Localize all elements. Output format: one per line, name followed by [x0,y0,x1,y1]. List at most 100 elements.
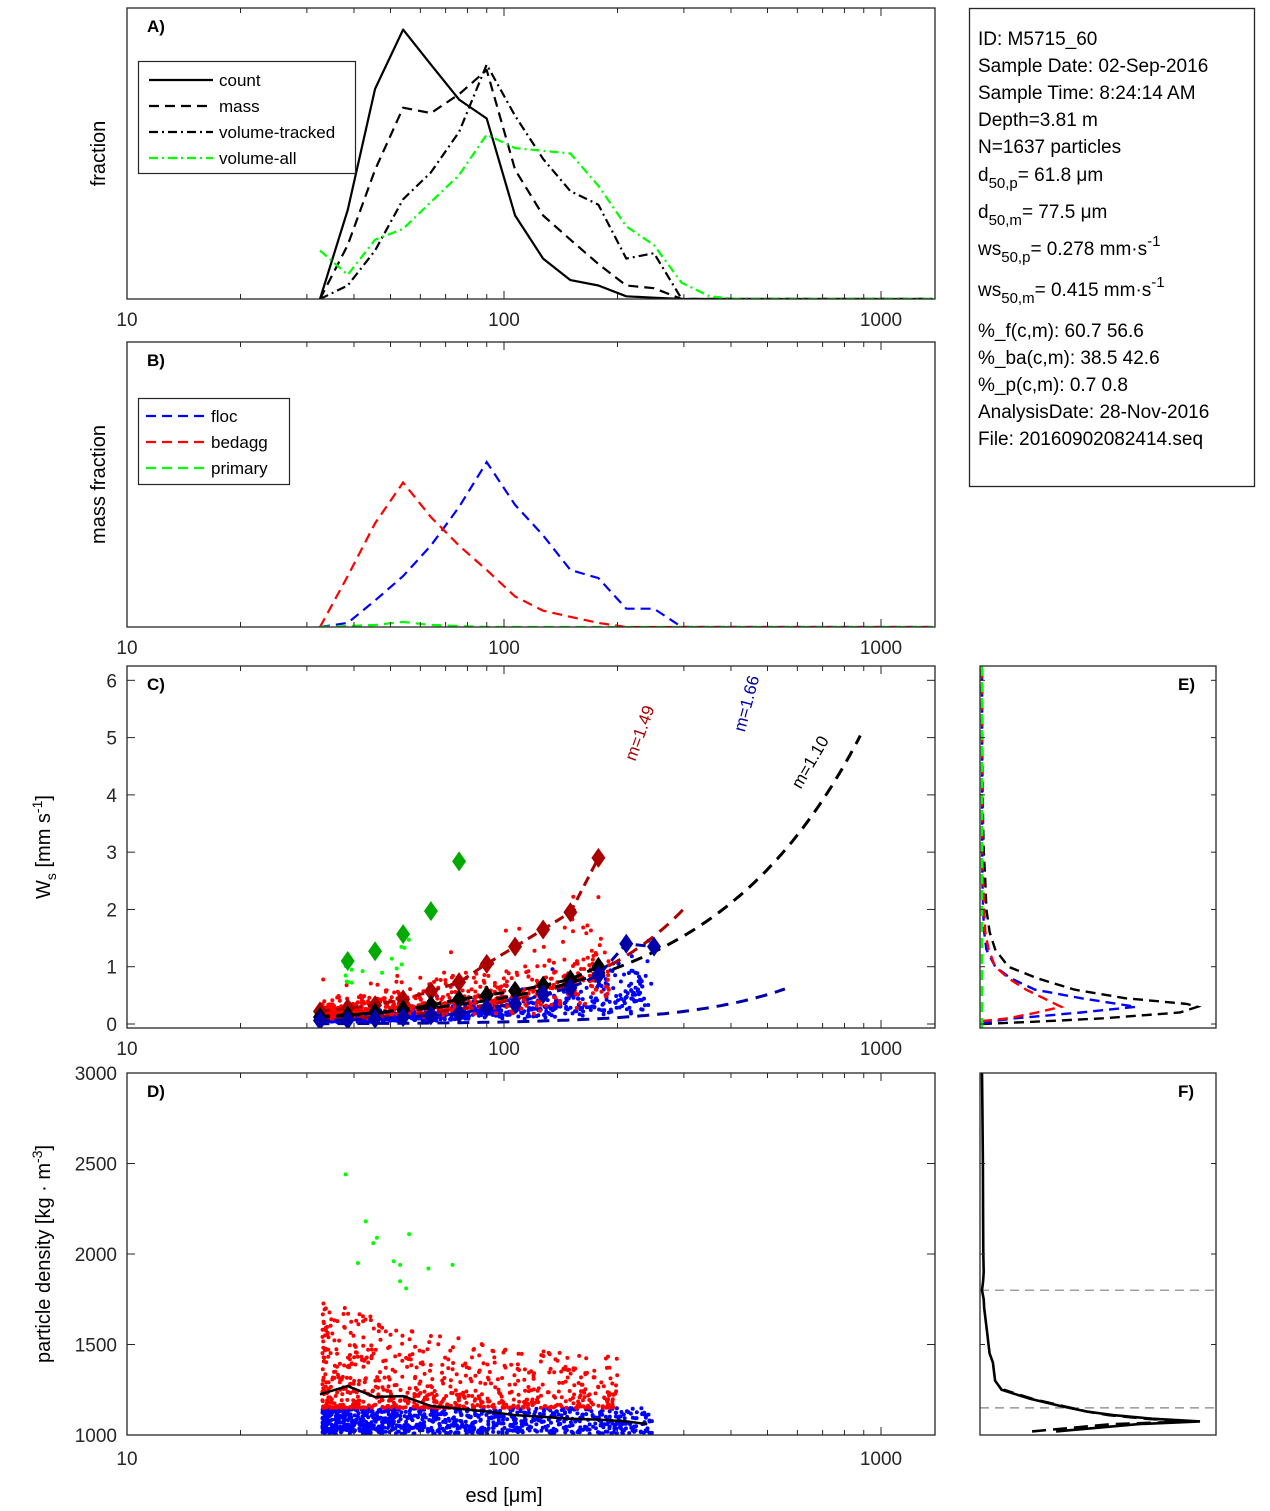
data-point [398,1417,403,1422]
data-point [466,989,471,994]
data-point [333,1405,338,1410]
bin-mean-diamond [536,919,551,940]
data-point [357,1378,362,1383]
data-point [580,1398,585,1403]
plot-area [319,460,933,627]
data-point [557,1002,562,1007]
data-point [320,1351,325,1356]
data-point [504,969,509,974]
data-point [447,995,452,1000]
data-point [351,1428,356,1433]
data-point [351,1333,356,1338]
bin-mean-diamond [396,1007,411,1028]
data-point [642,1003,647,1008]
info-subscript: 50,m [1001,290,1034,307]
bin-mean-diamond [340,950,355,971]
data-point [405,1364,410,1369]
data-point [344,983,349,988]
panel-d-particle-density: 10 100 1000 1000 1500 2000 2500 3000 D) esd [μm] p… [29,1064,936,1507]
y-tick-label: 1000 [75,1426,117,1447]
distribution-line-all [980,665,1202,1026]
data-point [442,1396,446,1401]
fit-annotation: m=1.66 [730,673,763,733]
data-point [600,1412,605,1417]
y-tick-label: 1 [106,958,117,979]
data-point [344,979,349,984]
legend-entry: primary [211,459,268,478]
data-point [607,999,612,1004]
data-point [362,1380,367,1385]
data-point [541,1354,546,1358]
data-point [524,1422,529,1427]
data-point [601,1012,606,1017]
data-point [463,1373,468,1378]
data-point [390,1417,395,1422]
data-point [570,1396,575,1400]
data-point [567,1389,572,1393]
data-point [416,1393,421,1398]
data-point [323,1372,328,1377]
data-point [427,1418,432,1422]
data-point [356,1382,361,1387]
data-point [482,980,487,985]
data-point [536,1395,540,1400]
data-point [578,1007,583,1012]
data-point [359,1001,364,1005]
data-point [380,970,385,975]
data-point [458,1380,463,1385]
data-point [321,1321,326,1326]
bin-mean-diamond [312,1010,327,1028]
data-point [382,1375,387,1380]
panel-label: E) [1178,675,1195,694]
data-point [330,1331,335,1336]
data-point [435,996,440,1001]
data-point [378,1337,383,1342]
data-point [584,985,589,990]
data-point [619,1410,624,1414]
data-point [625,991,630,996]
fit-annotation: m=1.49 [621,703,658,763]
data-point [381,1405,386,1410]
data-point [627,983,632,988]
data-point [327,1404,332,1409]
bin-mean-diamond [452,1003,467,1024]
data-point [376,1329,381,1334]
bin-mean-diamond [396,989,411,1010]
data-point [383,1365,388,1370]
data-point [366,1007,371,1012]
data-point [446,1357,451,1362]
data-point [341,1416,346,1421]
data-point [326,1380,331,1385]
data-point [446,1366,451,1371]
data-point [569,1406,574,1411]
y-tick-label: 2500 [75,1155,117,1176]
data-point [590,991,595,996]
data-point [529,1425,534,1430]
data-point [588,1008,593,1012]
data-point [342,1413,346,1417]
data-point [460,1422,465,1426]
data-point [568,1420,573,1425]
info-base: d [978,165,989,186]
data-point [414,1365,419,1370]
data-point [525,1397,530,1402]
data-point [544,1427,549,1432]
axes-frame [979,1072,1217,1436]
data-point [565,1375,570,1380]
info-box-frame [968,7,1256,488]
data-point [356,1261,360,1265]
data-point [526,969,531,974]
data-point [629,996,634,1001]
data-point [579,1375,583,1380]
data-point [556,1389,561,1394]
data-point [649,1419,654,1424]
bin-mean-diamond [396,924,411,945]
data-point [469,987,474,992]
data-point [376,1424,381,1429]
bin-mean-diamond [368,1008,383,1028]
data-point [384,1419,388,1424]
data-point [392,1403,396,1408]
bin-mean-diamond [423,995,438,1016]
data-point [413,1344,418,1349]
data-point [570,1423,575,1428]
